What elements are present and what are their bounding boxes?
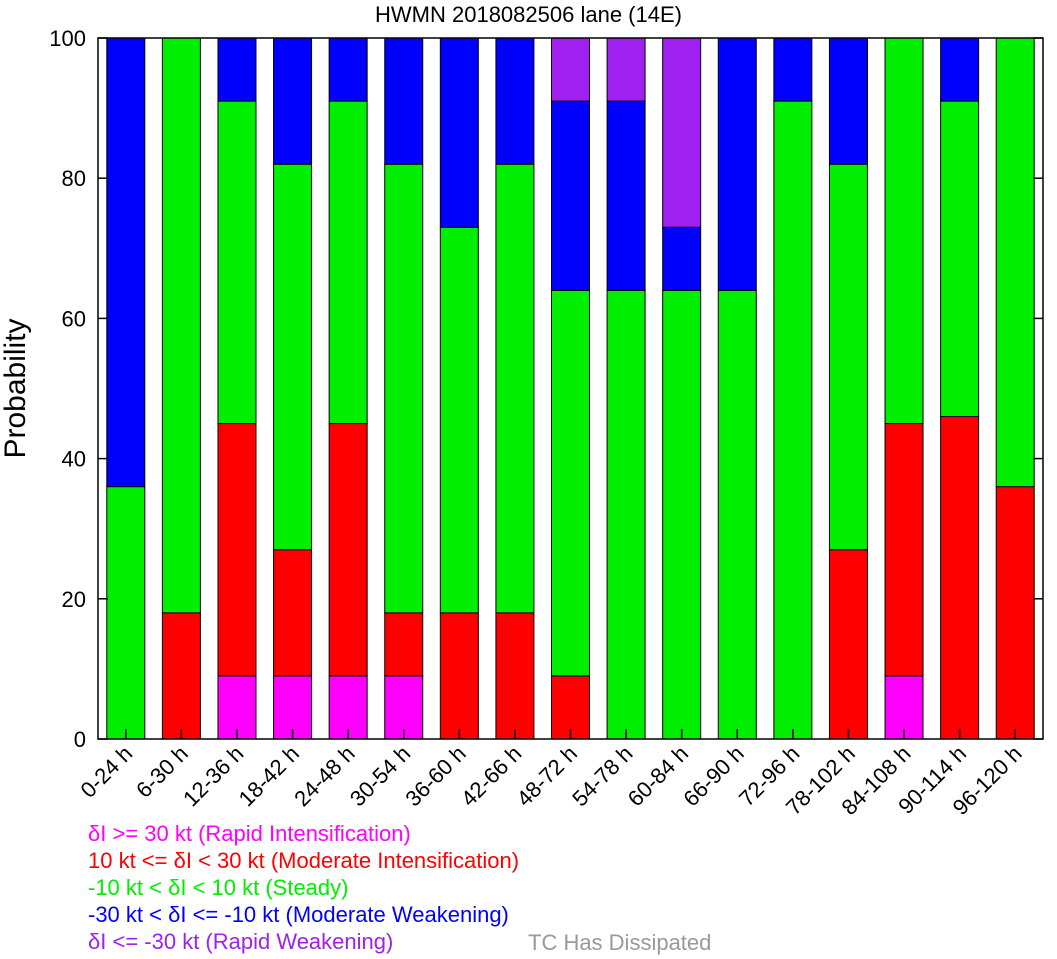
bar-segment-4-0 <box>328 675 368 740</box>
bar-segment-14-2 <box>884 37 924 425</box>
bar-segment-5-2 <box>384 163 424 614</box>
bar-segment-2-1 <box>217 423 257 677</box>
bar-segment-8-4 <box>551 37 590 102</box>
x-tick-label-11: 66-90 h <box>678 741 748 811</box>
x-tick-label-3: 18-42 h <box>234 741 304 811</box>
bar-segment-1-2 <box>161 37 201 614</box>
bar-segment-6-3 <box>439 37 479 228</box>
bar-segment-7-3 <box>495 37 535 165</box>
y-axis-label: Probability <box>0 318 32 458</box>
y-tick-label-20: 20 <box>62 587 86 612</box>
bar-segment-5-3 <box>384 37 424 165</box>
legend-entry-dissipated: TC Has Dissipated <box>528 930 712 955</box>
bar-segment-11-3 <box>717 37 757 291</box>
bar-segment-10-4 <box>662 37 702 228</box>
legend-entry-rapid-intensification: δI >= 30 kt (Rapid Intensification) <box>88 821 411 846</box>
bar-segment-6-1 <box>439 612 479 740</box>
bar-segment-12-3 <box>773 37 813 102</box>
x-tick-label-6: 36-60 h <box>400 741 470 811</box>
bar-segment-8-2 <box>551 289 590 677</box>
x-tick-label-7: 42-66 h <box>456 741 526 811</box>
x-tick-label-9: 54-78 h <box>567 741 637 811</box>
x-tick-label-5: 30-54 h <box>345 741 415 811</box>
bar-segment-2-0 <box>217 675 257 740</box>
bar-segment-6-2 <box>439 226 479 614</box>
bar-segment-4-3 <box>328 37 368 102</box>
bar-segment-7-1 <box>495 612 535 740</box>
bar-segment-9-4 <box>606 37 646 102</box>
legend-entry-steady: -10 kt < δI < 10 kt (Steady) <box>88 875 349 900</box>
bar-segment-15-2 <box>940 100 980 418</box>
bar-segment-4-1 <box>328 423 368 677</box>
bar-segment-9-3 <box>606 100 646 291</box>
legend-entry-moderate-intensification: 10 kt <= δI < 30 kt (Moderate Intensific… <box>88 848 520 873</box>
bar-segment-5-1 <box>384 612 424 677</box>
bar-segment-14-1 <box>884 423 924 677</box>
bar-segment-3-3 <box>273 37 313 165</box>
bar-segment-15-3 <box>940 37 980 102</box>
bar-segment-13-1 <box>828 549 868 740</box>
bar-segment-13-3 <box>828 37 868 165</box>
x-tick-label-8: 48-72 h <box>512 741 582 811</box>
bar-segment-2-3 <box>217 37 257 102</box>
bar-segment-11-2 <box>717 289 757 740</box>
bar-segment-7-2 <box>495 163 535 614</box>
y-tick-label-60: 60 <box>62 306 86 331</box>
bar-segment-9-2 <box>606 289 646 740</box>
bar-segment-10-2 <box>662 289 702 740</box>
bar-segment-12-2 <box>773 100 813 740</box>
y-tick-label-100: 100 <box>49 26 86 51</box>
bar-segment-3-1 <box>273 549 313 677</box>
bar-segment-13-2 <box>828 163 868 551</box>
bar-segment-1-1 <box>161 612 201 740</box>
bars-layer <box>106 37 1035 740</box>
y-tick-label-0: 0 <box>74 727 86 752</box>
y-tick-label-40: 40 <box>62 447 86 472</box>
x-tick-label-10: 60-84 h <box>623 741 693 811</box>
legend-entry-moderate-weakening: -30 kt < δI <= -10 kt (Moderate Weakenin… <box>88 902 509 927</box>
bar-segment-0-2 <box>106 486 146 740</box>
bar-segment-2-2 <box>217 100 257 425</box>
legend: δI >= 30 kt (Rapid Intensification) 10 k… <box>88 820 519 955</box>
y-tick-label-80: 80 <box>62 166 86 191</box>
chart-title: HWMN 2018082506 lane (14E) <box>375 2 682 27</box>
bar-segment-0-3 <box>106 37 146 488</box>
bar-segment-3-2 <box>273 163 313 551</box>
legend-entry-rapid-weakening: δI <= -30 kt (Rapid Weakening) <box>88 929 394 954</box>
bar-segment-8-3 <box>551 100 590 291</box>
bar-segment-10-3 <box>662 226 702 291</box>
bar-segment-15-1 <box>940 416 980 740</box>
bar-segment-16-1 <box>995 486 1035 740</box>
bar-segment-16-2 <box>995 37 1035 488</box>
x-tick-label-4: 24-48 h <box>289 741 359 811</box>
x-tick-label-2: 12-36 h <box>178 741 248 811</box>
bar-segment-4-2 <box>328 100 368 425</box>
